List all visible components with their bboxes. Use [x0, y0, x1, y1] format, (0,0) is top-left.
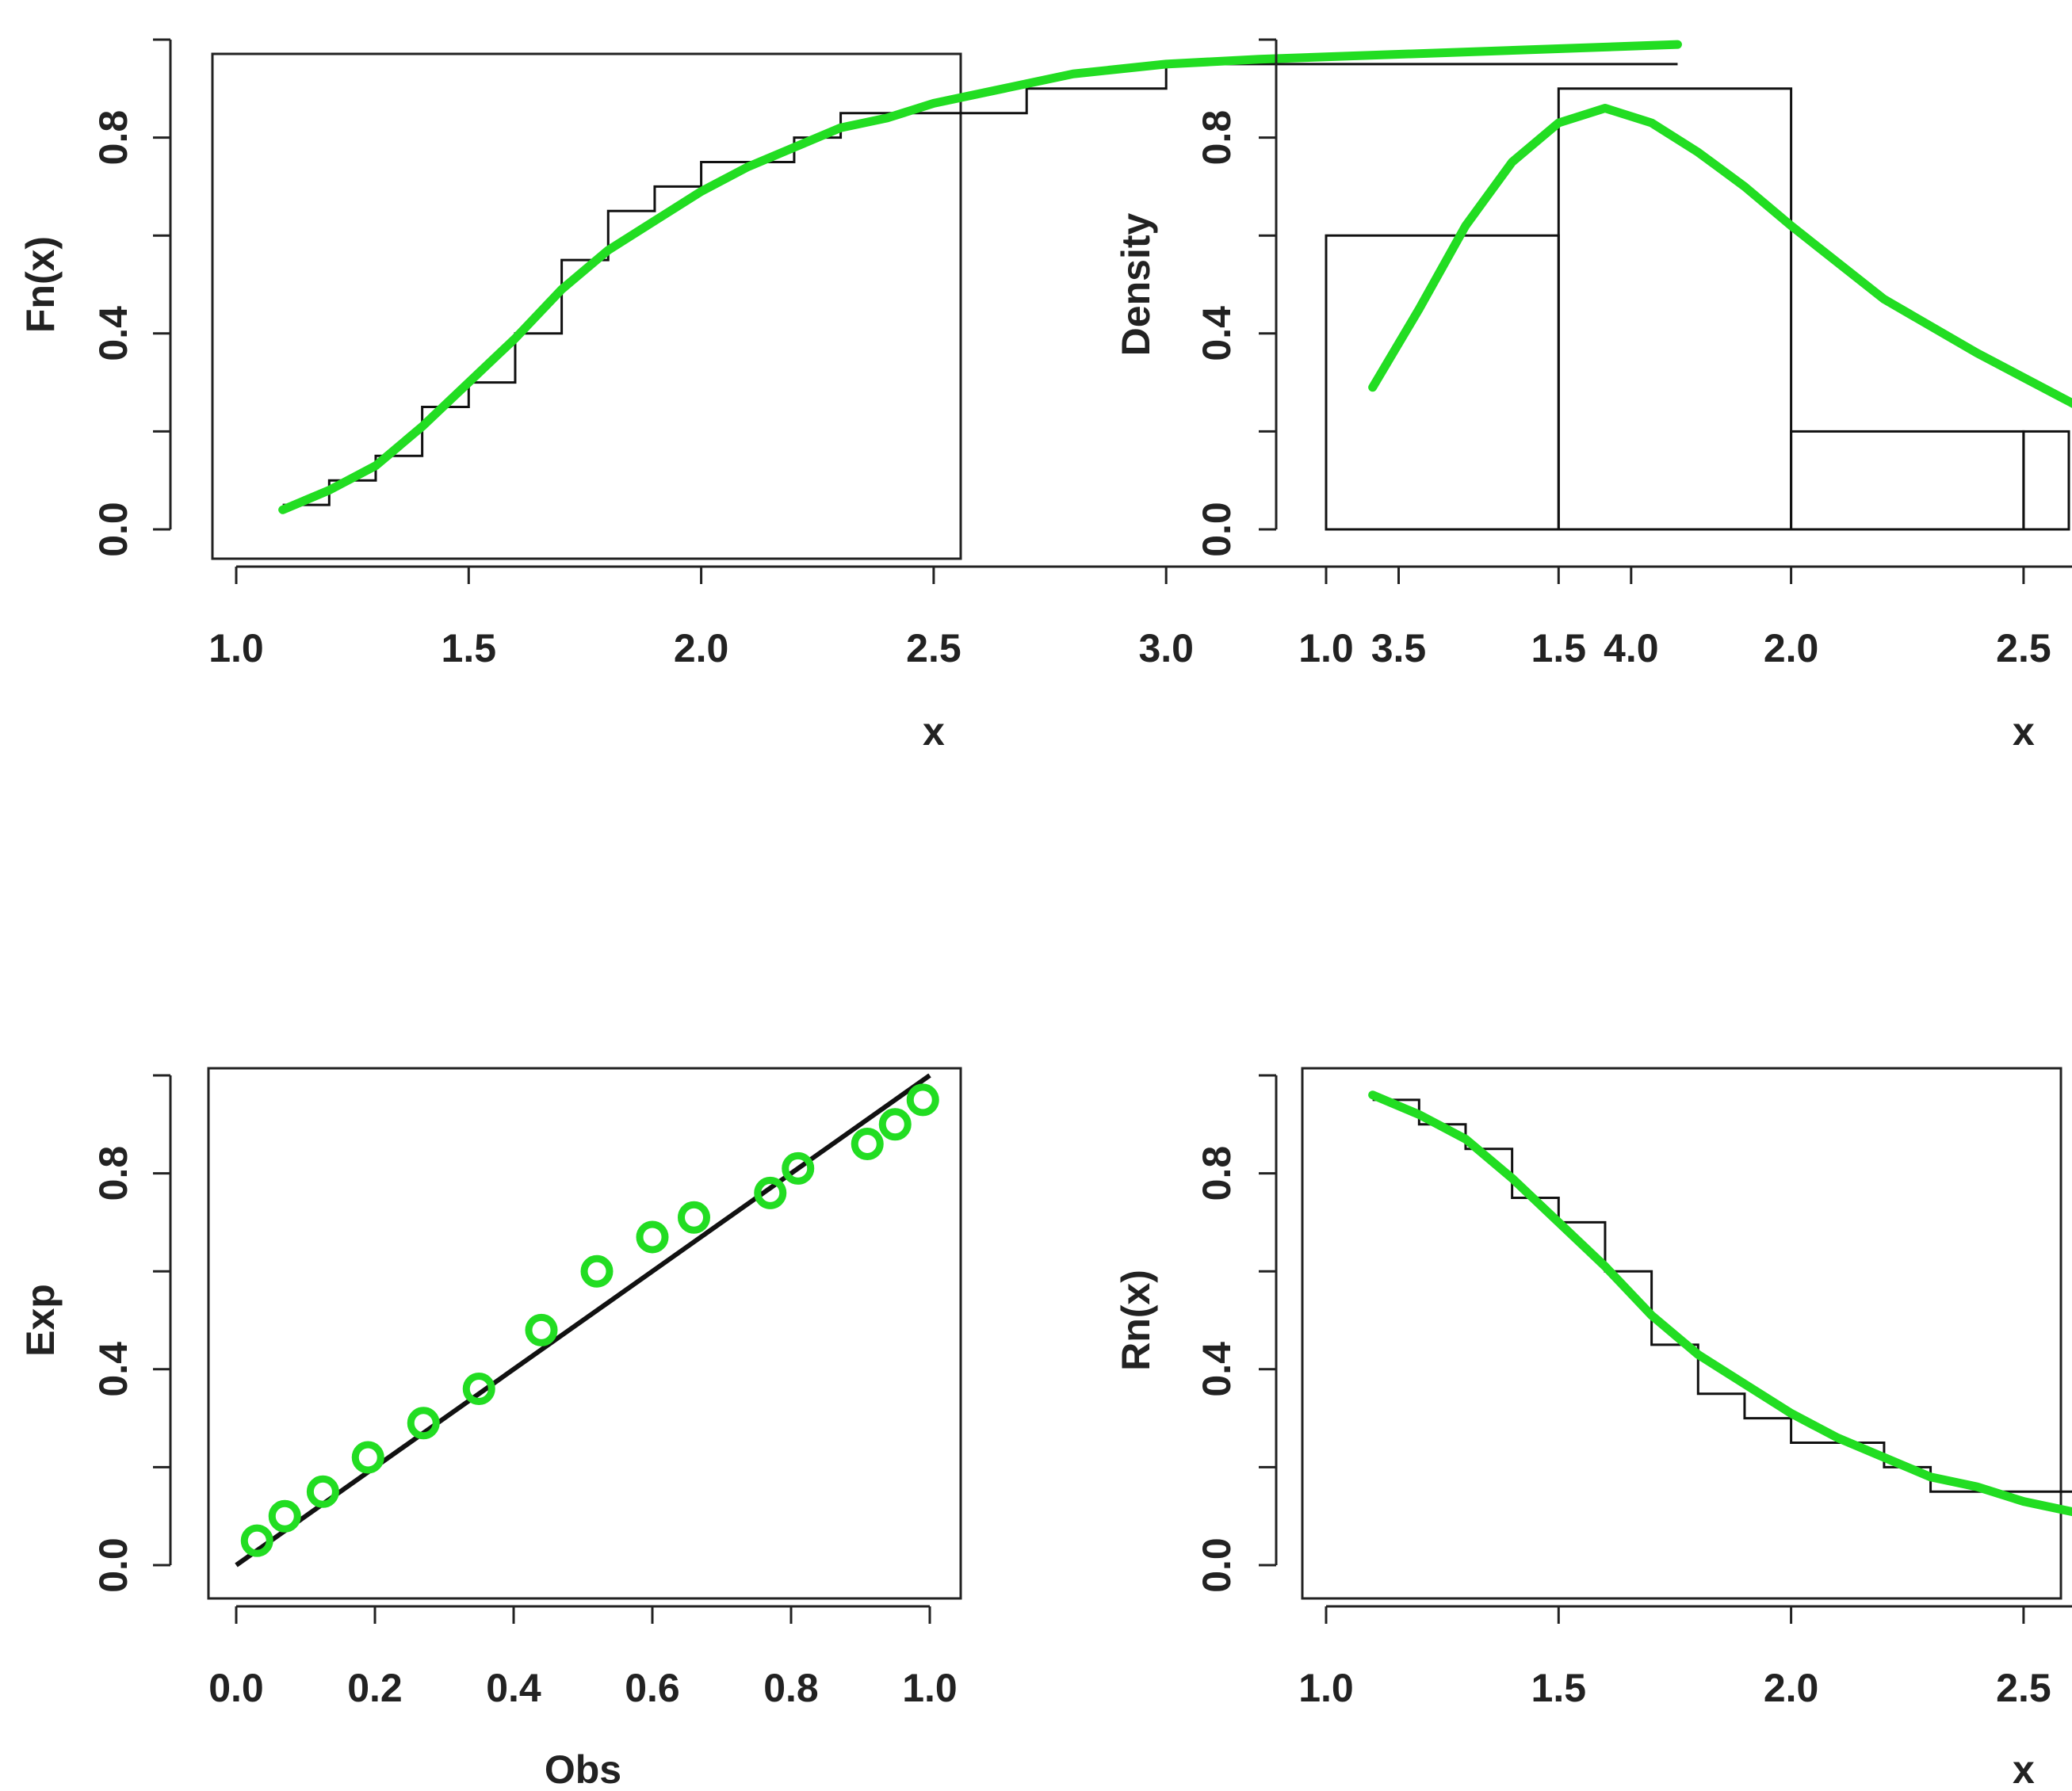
x-tick-label: 1.0 — [1298, 626, 1354, 670]
x-tick-label: 0.4 — [486, 1666, 541, 1710]
x-tick-label: 0.0 — [208, 1666, 264, 1710]
y-tick-label: 0.8 — [1195, 1146, 1239, 1201]
data-point — [851, 1128, 884, 1161]
y-tick-label: 0.0 — [91, 1537, 136, 1593]
y-tick-label: 0.4 — [91, 1342, 136, 1397]
plot-frame — [1301, 1067, 2062, 1600]
x-tick-label: 4.0 — [1604, 626, 1659, 670]
x-tick-label: 2.5 — [1996, 1666, 2051, 1710]
data-point — [782, 1151, 815, 1185]
x-tick-label: 2.5 — [1996, 626, 2051, 670]
y-tick-label: 0.8 — [1195, 110, 1239, 166]
y-axis-label: Exp — [18, 1284, 63, 1357]
x-axis-label: Obs — [545, 1747, 621, 1791]
x-tick-label: 1.5 — [1531, 626, 1587, 670]
fitted-curve — [1368, 1090, 2072, 1517]
y-tick-label: 0.0 — [1195, 1537, 1239, 1593]
panel-hist: 1.0 1.5 2.0 2.5 3.0 3.5 4.0 0.0 0.4 0.8 x Density — [1114, 38, 2072, 754]
y-axis-label: Rn(x) — [1114, 1270, 1158, 1371]
x-tick-label: 1.5 — [1531, 1666, 1587, 1710]
x-tick-label: 1.0 — [208, 626, 264, 670]
data-point — [240, 1524, 273, 1557]
x-axis-label: x — [923, 709, 945, 754]
histogram-bar — [2022, 430, 2070, 531]
data-point — [351, 1441, 384, 1474]
x-tick-label: 2.0 — [1764, 626, 1819, 670]
y-tick-label: 0.8 — [91, 110, 136, 166]
data-point — [268, 1499, 301, 1533]
x-tick-label: 2.5 — [906, 626, 961, 670]
x-tick-label: 0.8 — [763, 1666, 819, 1710]
y-tick-label: 0.0 — [91, 502, 136, 557]
step-line — [282, 63, 1678, 506]
histogram-bar — [1790, 430, 2025, 531]
x-tick-label: 1.0 — [902, 1666, 958, 1710]
data-point — [906, 1083, 939, 1117]
histogram-bar — [1557, 87, 1793, 531]
x-tick-label: 0.6 — [625, 1666, 680, 1710]
y-tick-label: 0.8 — [91, 1146, 136, 1201]
plot-frame — [207, 1067, 962, 1600]
x-tick-label: 3.5 — [1371, 626, 1427, 670]
x-tick-label: 3.0 — [1138, 626, 1194, 670]
reference-line — [235, 1073, 931, 1568]
x-tick-label: 2.0 — [1764, 1666, 1819, 1710]
x-tick-label: 1.5 — [442, 626, 497, 670]
data-point — [407, 1407, 440, 1440]
data-point — [306, 1475, 339, 1508]
x-tick-label: 1.0 — [1298, 1666, 1354, 1710]
data-point — [462, 1373, 495, 1406]
data-point — [636, 1220, 669, 1254]
panel-pp: 0.0 0.2 0.4 0.6 0.8 1.0 0.0 0.4 0.8 Obs Exp — [18, 1067, 962, 1791]
data-point — [525, 1313, 558, 1346]
histogram-bar — [1325, 234, 1560, 531]
x-axis-label: x — [2013, 709, 2035, 754]
x-tick-label: 0.2 — [347, 1666, 403, 1710]
data-point — [754, 1176, 787, 1209]
fitted-curve — [1368, 104, 2072, 408]
x-axis-label: x — [2013, 1747, 2035, 1791]
y-tick-label: 0.4 — [91, 306, 136, 361]
fitted-curve — [278, 40, 1682, 514]
data-point — [580, 1254, 614, 1288]
data-point — [678, 1201, 710, 1234]
data-point — [878, 1108, 912, 1141]
y-tick-label: 0.0 — [1195, 502, 1239, 557]
y-axis-label: Density — [1114, 213, 1158, 357]
step-line — [1372, 1098, 2072, 1493]
y-tick-label: 0.4 — [1195, 306, 1239, 361]
y-tick-label: 0.4 — [1195, 1342, 1239, 1397]
panel-ecdf: 1.0 1.5 2.0 2.5 3.0 3.5 4.0 0.0 0.4 0.8 x Fn(x) — [18, 38, 1682, 754]
x-tick-label: 2.0 — [674, 626, 729, 670]
y-axis-label: Fn(x) — [18, 236, 63, 333]
plot-frame — [211, 52, 962, 560]
